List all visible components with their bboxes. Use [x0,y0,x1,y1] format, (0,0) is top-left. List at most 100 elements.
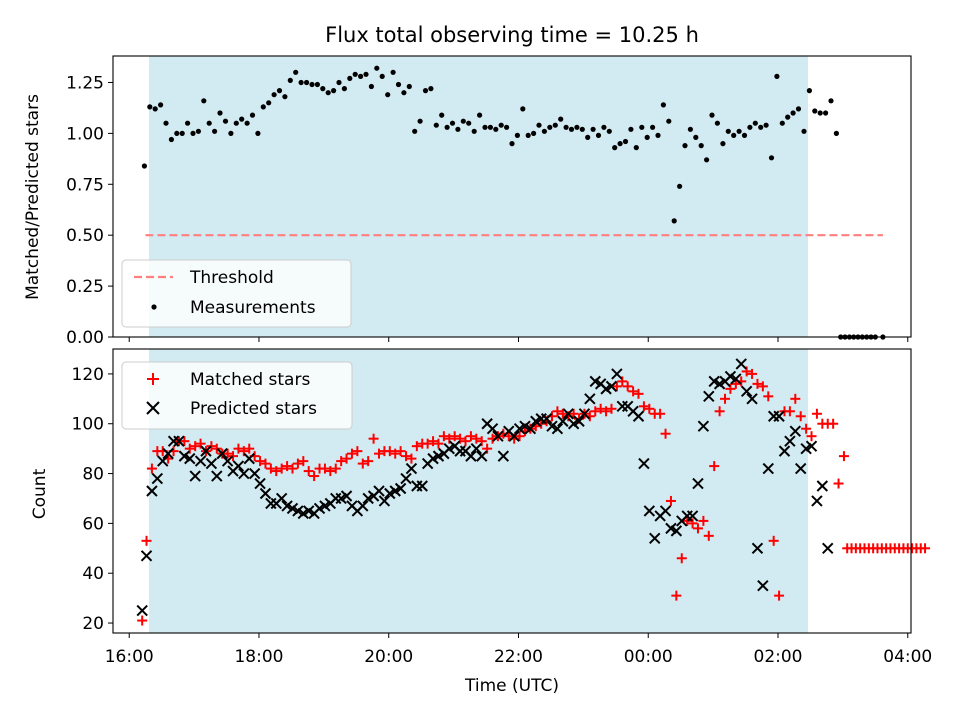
matched-star-point [233,443,244,454]
top-y-tick-label: 0.00 [66,328,104,348]
top-y-axis-label: Matched/Predicted stars [23,94,43,300]
predicted-star-point [221,455,234,467]
measurement-point [801,128,807,134]
measurement-point [612,145,618,151]
measurement-point [774,73,780,79]
matched-star-point [411,441,422,452]
predicted-star-point [551,423,564,435]
bottom-legend: Matched stars Predicted stars [121,361,353,430]
matched-star-point [384,446,395,457]
predicted-star-point [703,390,715,403]
matched-star-point [682,515,693,526]
matched-star-point [401,451,412,462]
predicted-star-point [243,452,255,465]
top-y-tick-label: 0.25 [66,277,104,297]
measurement-point [525,132,531,138]
matched-star-point [146,463,157,474]
predicted-star-point [248,467,261,480]
matched-star-point [346,448,357,459]
chart-title: Flux total observing time = 10.25 h [325,23,699,47]
matched-star-point [692,523,703,534]
measurement-point [412,128,418,134]
measurement-point [244,120,250,126]
predicted-star-point [605,380,618,393]
predicted-star-point [816,480,829,492]
measurement-point [401,90,407,96]
matched-star-point [465,431,476,442]
measurement-point [714,120,721,126]
measurement-point [444,124,450,130]
measurement-point [347,75,353,81]
measurement-point [720,141,726,147]
matched-star-point [757,381,768,392]
matched-star-point [298,456,309,467]
measurement-point [558,116,564,122]
measurement-point [266,100,272,106]
predicted-star-point [476,450,488,462]
measurement-point [141,163,147,169]
legend-predicted-label: Predicted stars [190,399,317,419]
measurement-point [190,130,196,136]
measurement-point [217,110,223,116]
predicted-star-point [811,495,823,507]
predicted-star-point [643,505,656,517]
measurement-point [509,141,515,147]
measurement-point [314,81,320,88]
predicted-star-point [751,542,764,555]
measurement-point [655,132,661,138]
measurement-point [687,126,694,132]
matched-star-point [137,615,148,626]
matched-star-point [390,448,401,459]
measurement-point [395,81,402,88]
matched-star-point [244,443,255,454]
matched-star-point [357,458,368,469]
measurement-point [639,124,645,130]
matched-star-point [774,590,785,601]
predicted-star-point [405,462,418,475]
predicted-star-point [784,435,796,447]
matched-star-point [449,431,460,442]
measurement-point [477,112,483,118]
matched-star-point [806,431,817,442]
matched-star-point [190,441,201,452]
measurement-point [833,130,840,136]
measurement-point [671,218,677,224]
predicted-star-point [730,373,742,385]
bottom-y-tick-label: 40 [82,564,104,584]
predicted-star-point [151,472,164,485]
measurement-point [660,102,667,108]
bottom-x-tick-label: 16:00 [105,647,154,667]
measurement-point [331,88,337,94]
measurement-point [185,120,191,126]
predicted-star-point [340,490,353,502]
measurement-point [379,73,385,79]
matched-star-point [368,433,379,444]
matched-star-point [374,448,384,459]
measurement-point [390,69,396,75]
measurement-point [363,71,369,77]
predicted-star-point [789,425,802,437]
top-plot-frame [112,55,912,338]
measurement-point [731,132,737,138]
predicted-star-point [573,415,585,427]
matched-star-point [363,456,374,467]
measurement-point [325,90,331,96]
predicted-star-point [189,470,201,482]
measurement-point [493,126,499,132]
predicted-star-point [578,408,591,420]
bottom-legend-box [121,361,353,430]
measurement-point [428,86,434,92]
measurement-point [174,130,180,136]
measurement-point [806,88,813,94]
predicted-star-point [757,579,769,592]
top-y-tick-label: 1.25 [66,73,104,93]
measurement-point [482,124,488,130]
matched-star-point [709,461,720,472]
measurement-point [698,143,704,149]
matched-star-point [471,433,482,444]
matched-star-point [211,443,222,454]
measurement-point [682,143,688,149]
matched-star-point [833,478,844,489]
matched-star-point [611,381,622,392]
